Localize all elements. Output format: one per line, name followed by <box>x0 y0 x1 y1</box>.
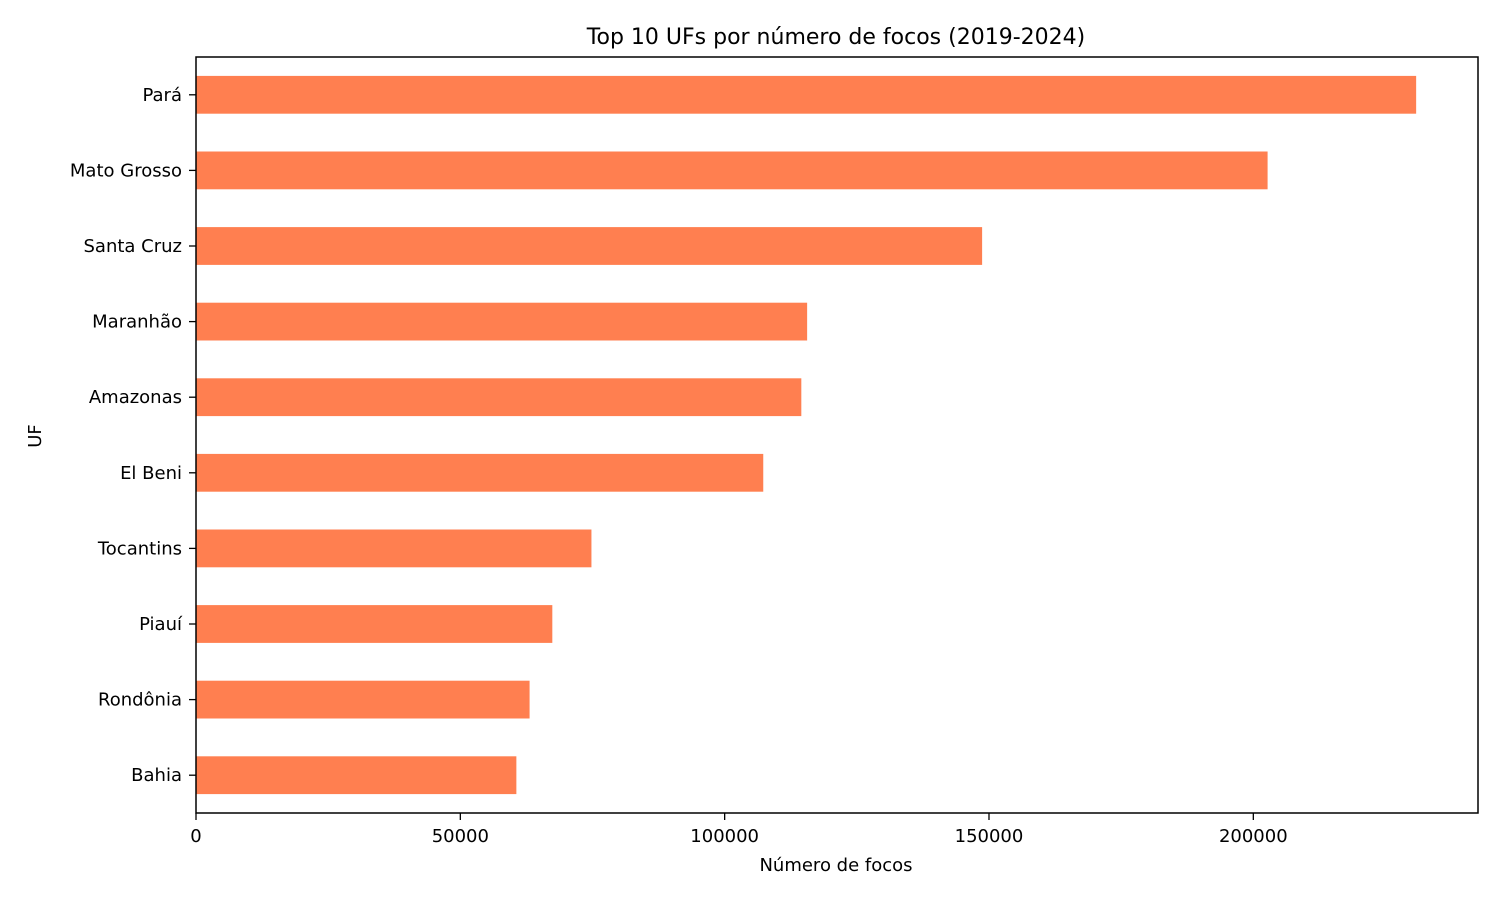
y-tick-label: Santa Cruz <box>84 236 183 257</box>
x-tick-label: 50000 <box>432 826 489 847</box>
x-tick-label: 0 <box>190 826 201 847</box>
y-tick-label: Maranhão <box>92 312 182 333</box>
y-tick-label: Mato Grosso <box>70 160 182 181</box>
x-tick-label: 150000 <box>955 826 1024 847</box>
y-tick-label: Bahia <box>131 765 182 786</box>
y-axis-ticks: Pará Mato Grosso Santa Cruz Maranhão Amazona… <box>70 85 196 786</box>
bar-1 <box>196 151 1268 190</box>
bar-5 <box>196 453 764 492</box>
y-tick-label: Tocantins <box>97 538 182 559</box>
plot-frame <box>195 56 1479 814</box>
bar-8 <box>196 680 530 719</box>
y-tick-label: Piauí <box>139 614 183 635</box>
x-axis-label: Número de focos <box>759 855 912 876</box>
chart-title: Top 10 UFs por número de focos (2019-202… <box>586 25 1085 50</box>
y-tick-label: Pará <box>142 85 182 106</box>
bar-4 <box>196 378 802 417</box>
bar-3 <box>196 302 808 341</box>
y-tick-label: Amazonas <box>89 387 182 408</box>
bar-2 <box>196 227 983 265</box>
x-tick-label: 200000 <box>1219 826 1288 847</box>
y-axis-label: UF <box>25 424 46 448</box>
bar-0 <box>196 75 1417 114</box>
x-axis-ticks: 0 50000 100000 150000 200000 <box>190 813 1288 847</box>
bar-6 <box>196 529 592 568</box>
bar-9 <box>196 756 517 795</box>
bars-group <box>196 75 1417 795</box>
y-tick-label: Rondônia <box>98 690 182 711</box>
bar-7 <box>196 605 553 643</box>
x-tick-label: 100000 <box>690 826 759 847</box>
y-tick-label: El Beni <box>120 463 182 484</box>
